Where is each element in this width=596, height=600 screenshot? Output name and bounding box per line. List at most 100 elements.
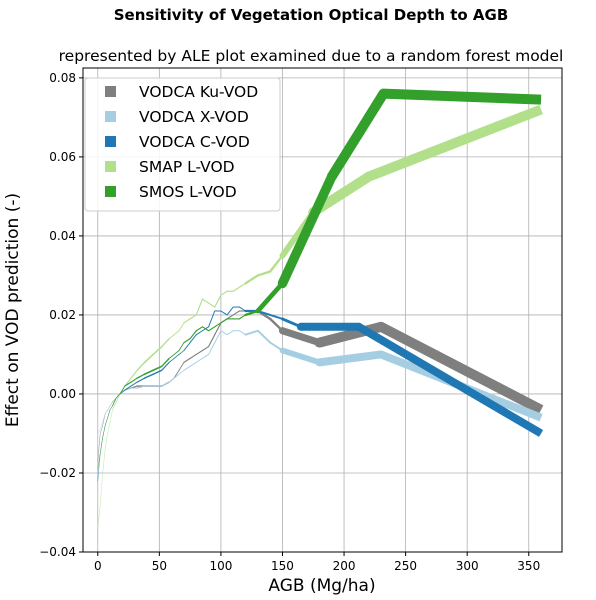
data-point [296,322,305,331]
series-segment [173,350,180,355]
data-point [119,393,121,395]
series-line [97,309,544,462]
data-point [226,314,228,316]
data-point [269,313,272,316]
series-segment [232,310,240,316]
series-line [97,104,543,529]
series-segment [116,393,121,399]
series-segment [256,281,285,313]
series-segment [183,342,191,351]
series-segment [102,425,106,438]
data-point [279,252,286,259]
series-segment [202,326,209,332]
data-point [314,337,325,348]
series-segment [178,369,185,375]
series-segment [136,377,145,383]
data-point [232,306,234,308]
data-point [269,317,272,321]
series-segment [244,274,259,285]
data-point [540,409,542,411]
data-point [161,365,163,367]
series-segment [327,91,388,180]
series-segment [208,310,216,327]
data-point [279,347,286,354]
data-point [130,387,132,389]
series-segment [239,314,246,320]
series-segment [178,350,185,355]
data-point [269,270,272,273]
series-segment [257,330,271,344]
series-segment [100,472,103,505]
series-segment [152,369,163,375]
data-point [214,342,216,344]
series-segment [226,306,234,316]
series-segment [115,393,121,402]
series-segment [161,361,170,371]
data-point [183,361,185,363]
data-point [161,385,163,387]
y-tick-label: 0.00 [49,387,76,401]
data-point [220,294,222,296]
series-segment [104,433,108,450]
data-point [214,334,216,336]
data-point [168,338,170,340]
data-point [173,354,175,355]
data-point [214,326,216,328]
series-segment [97,453,101,470]
legend-item: VODCA X-VOD [105,108,249,126]
data-point [238,330,240,332]
data-point [115,397,117,399]
series-segment [178,362,185,371]
x-axis-label: AGB (Mg/ha) [268,576,375,596]
data-point [178,330,180,332]
series-segment [144,353,154,363]
series-segment [208,342,216,355]
series-segment [100,425,103,434]
series-segment [144,373,154,379]
data-point [540,109,542,110]
data-point [238,310,240,312]
series-segment [130,381,138,387]
series-segment [202,298,209,304]
data-point [277,278,288,289]
series-segment [178,342,185,351]
data-point [244,310,247,312]
series-segment [189,361,197,367]
legend-item: VODCA Ku-VOD [105,83,258,101]
series-segment [214,322,222,328]
data-point [173,377,175,379]
data-point [189,318,191,320]
data-point [189,338,191,340]
data-point [244,333,247,336]
series-segment [107,409,111,418]
series-segment [269,254,284,273]
y-tick-label: 0.06 [49,150,76,164]
grid-lines [83,68,562,553]
chart-title: Sensitivity of Vegetation Optical Depth … [114,6,509,24]
series-segment [196,357,203,363]
series-segment [100,421,103,430]
series-segment [196,330,203,336]
series-segment [220,330,228,336]
data-point [143,377,146,379]
series-segment [232,286,240,292]
series-segment [168,354,175,359]
series-segment [124,385,132,391]
data-point [208,345,210,348]
series-segment [109,401,113,406]
data-point [152,373,154,375]
data-point [326,171,337,182]
data-point [378,88,389,99]
data-point [255,308,261,314]
series-segment [281,347,321,366]
data-point [195,314,197,316]
data-point [226,318,228,320]
data-point [214,310,216,312]
data-point [208,353,210,355]
series-segment [278,174,337,286]
data-point [256,329,259,332]
data-point [363,171,374,182]
series-segment [183,365,191,371]
series-segment [383,88,542,105]
data-point [161,345,163,348]
